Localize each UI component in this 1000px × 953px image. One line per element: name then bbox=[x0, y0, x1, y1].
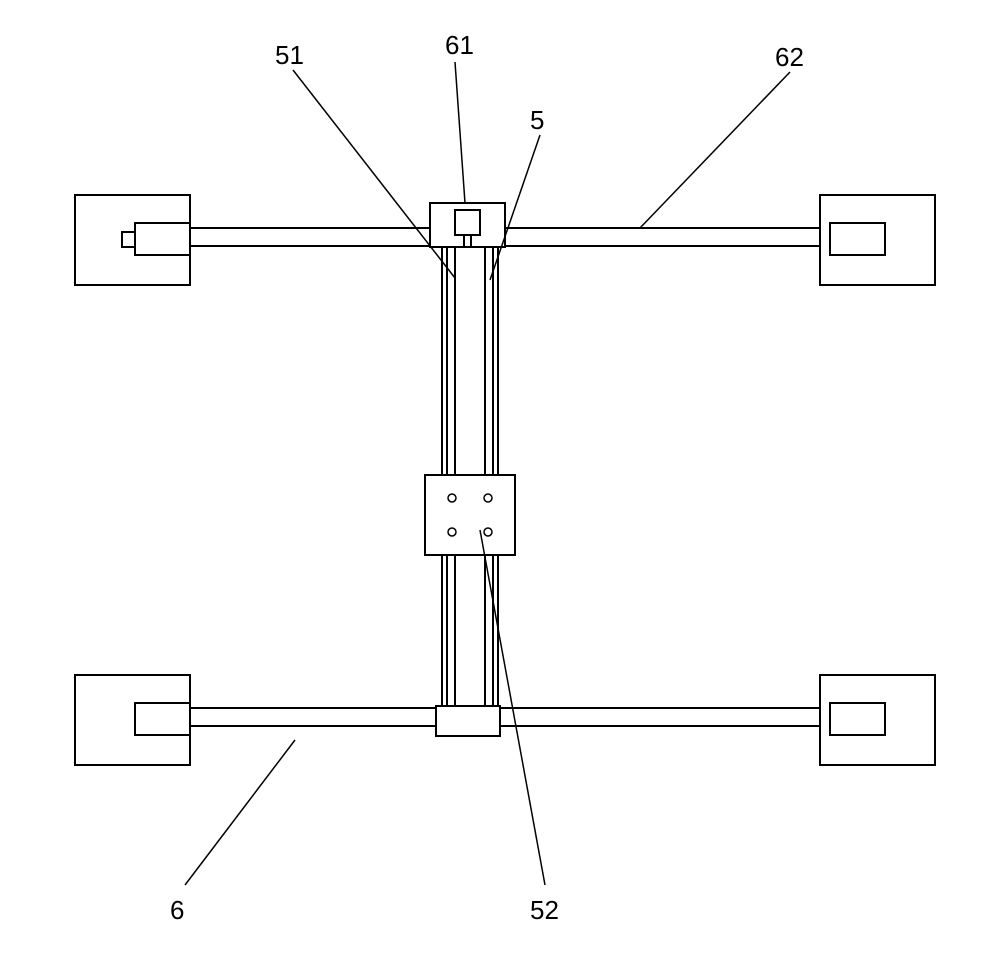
diagram-svg bbox=[0, 0, 1000, 953]
label-52: 52 bbox=[530, 895, 559, 926]
label-5: 5 bbox=[530, 105, 544, 136]
label-6: 6 bbox=[170, 895, 184, 926]
label-61: 61 bbox=[445, 30, 474, 61]
label-51: 51 bbox=[275, 40, 304, 71]
label-62: 62 bbox=[775, 42, 804, 73]
diagram-canvas: 51 61 5 62 6 52 bbox=[0, 0, 1000, 953]
